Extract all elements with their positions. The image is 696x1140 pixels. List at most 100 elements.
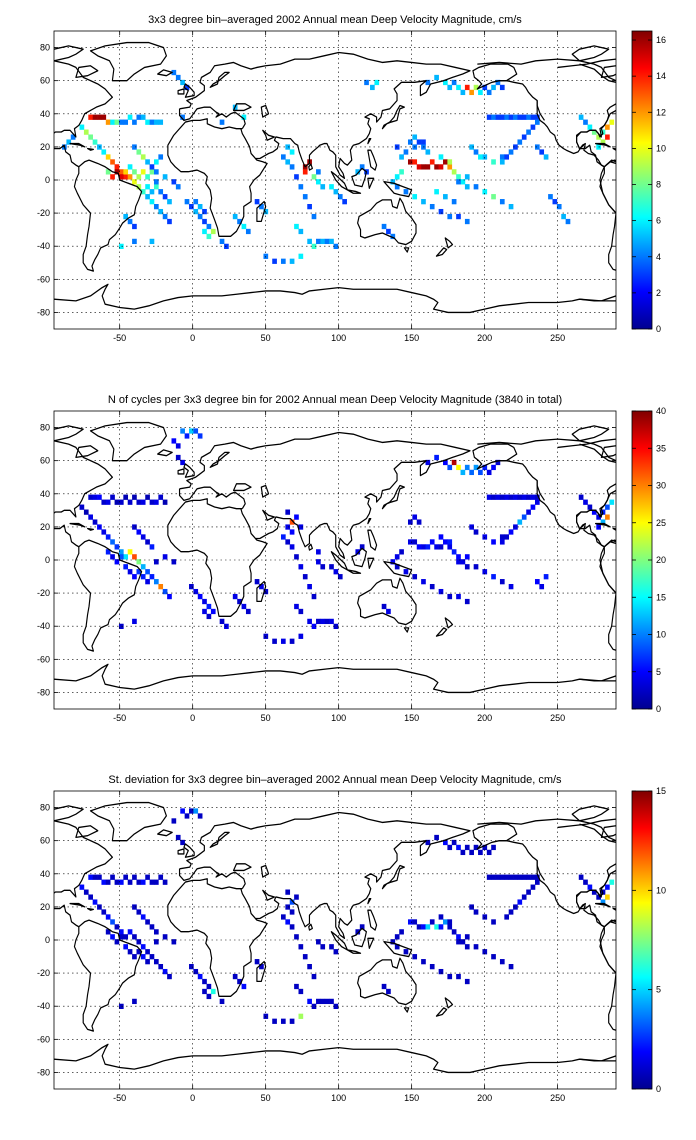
colorbar-tick-label: 12 xyxy=(656,107,666,117)
y-tick-label: 60 xyxy=(40,456,50,466)
bin-cell xyxy=(381,603,387,610)
colorbar: 0 2 4 6 8 10 12 14 16 xyxy=(631,30,666,334)
bin-cell xyxy=(171,939,177,945)
bin-cell xyxy=(132,934,137,940)
bin-cell xyxy=(464,84,470,91)
bin-cell xyxy=(517,139,523,145)
bin-cell xyxy=(491,84,496,91)
bin-cell xyxy=(429,539,435,545)
bin-cell xyxy=(491,114,496,120)
bin-cell xyxy=(136,184,142,190)
y-tick-label: -60 xyxy=(37,274,50,284)
bin-cell xyxy=(464,564,470,570)
bin-cell xyxy=(609,879,615,885)
bin-cell xyxy=(443,79,448,86)
bin-cell xyxy=(329,564,334,570)
bin-cell xyxy=(429,584,435,590)
bin-cell xyxy=(66,139,72,145)
bin-cell xyxy=(162,879,168,885)
bin-cell xyxy=(136,174,142,180)
bin-cell xyxy=(158,119,164,125)
bin-cell xyxy=(241,223,247,230)
bin-cell xyxy=(587,504,593,510)
bin-cell xyxy=(460,89,466,96)
bin-cell xyxy=(254,199,260,205)
panel-std-deviation: St. deviation for 3x3 degree bin–average… xyxy=(37,774,666,1103)
bin-cell xyxy=(254,579,260,585)
bin-cell xyxy=(316,179,321,185)
bin-cell xyxy=(456,934,461,940)
bin-cell xyxy=(101,909,107,915)
bin-cell xyxy=(364,79,369,86)
bin-cell xyxy=(289,638,295,644)
bin-cell xyxy=(460,939,466,945)
bin-cell xyxy=(123,874,129,880)
bin-cell xyxy=(206,233,212,240)
bin-cell xyxy=(438,588,444,595)
bin-cell xyxy=(294,603,299,610)
bin-cell xyxy=(149,238,155,245)
bin-cell xyxy=(118,554,124,560)
bin-cell xyxy=(184,433,190,439)
bin-cell xyxy=(482,154,488,160)
bin-cell xyxy=(521,494,527,500)
bin-cell xyxy=(491,539,496,545)
y-tick-label: 60 xyxy=(40,836,50,846)
bin-cell xyxy=(447,84,453,91)
colorbar-tick-label: 16 xyxy=(656,35,666,45)
bin-cell xyxy=(232,973,238,980)
bin-cell xyxy=(443,919,448,925)
bin-cell xyxy=(123,554,129,560)
bin-cell xyxy=(197,593,203,600)
bin-cell xyxy=(517,899,523,905)
y-tick-label: 80 xyxy=(40,43,50,53)
y-tick-label: -40 xyxy=(37,1001,50,1011)
bin-cell xyxy=(289,149,295,155)
bin-cell xyxy=(132,618,137,625)
bin-cell xyxy=(289,899,295,905)
bin-cell xyxy=(136,949,142,955)
bin-cell xyxy=(609,499,615,505)
data-cells xyxy=(62,69,615,264)
bin-cell xyxy=(162,213,168,220)
bin-cell xyxy=(456,179,461,185)
bin-cell xyxy=(140,534,146,540)
coastlines xyxy=(54,801,616,1074)
bin-cell xyxy=(591,129,597,135)
bin-cell xyxy=(114,544,120,550)
bin-cell xyxy=(245,608,251,615)
bin-cell xyxy=(140,499,146,505)
bin-cell xyxy=(140,189,146,195)
bin-cell xyxy=(110,119,115,125)
bin-cell xyxy=(565,218,571,225)
bin-cell xyxy=(158,874,164,880)
bin-cell xyxy=(473,464,479,471)
bin-cell xyxy=(153,204,159,210)
bin-cell xyxy=(136,939,142,945)
bin-cell xyxy=(521,514,527,520)
bin-cell xyxy=(311,973,317,980)
bin-cell xyxy=(110,554,115,560)
bin-cell xyxy=(110,174,115,180)
bin-cell xyxy=(534,879,540,885)
bin-cell xyxy=(486,89,492,96)
bin-cell xyxy=(197,973,203,980)
bin-cell xyxy=(153,179,159,185)
bin-cell xyxy=(92,139,98,145)
bin-cell xyxy=(438,534,444,540)
bin-cell xyxy=(394,554,400,560)
bin-cell xyxy=(127,164,133,170)
x-tick-label: 100 xyxy=(331,713,346,723)
bin-cell xyxy=(123,564,129,570)
bin-cell xyxy=(193,428,199,434)
bin-cell xyxy=(145,539,150,545)
bin-cell xyxy=(517,874,523,880)
bin-cell xyxy=(407,159,413,165)
bin-cell xyxy=(447,164,453,170)
bin-cell xyxy=(136,559,142,565)
x-tick-label: -50 xyxy=(113,333,126,343)
bin-cell xyxy=(355,549,361,555)
bin-cell xyxy=(162,499,168,505)
bin-cell xyxy=(171,438,177,444)
chart-title: 3x3 degree bin–averaged 2002 Annual mean… xyxy=(148,14,522,26)
